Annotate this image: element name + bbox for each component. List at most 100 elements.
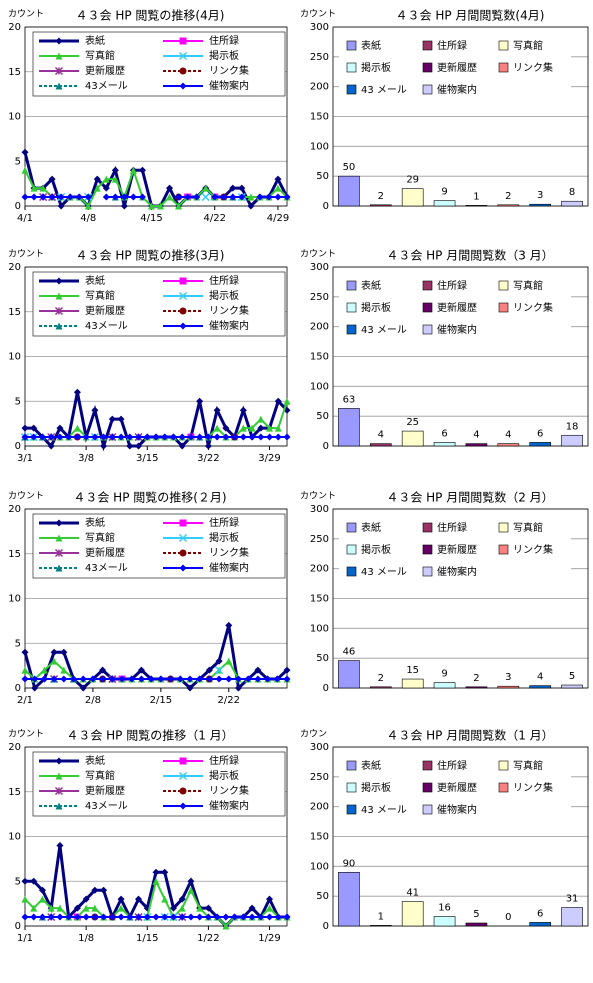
legend-label: 更新履歴 [437, 781, 477, 794]
point [234, 675, 242, 683]
y-tick-label: 200 [310, 802, 329, 813]
legend-swatch [346, 302, 357, 313]
point [21, 433, 29, 441]
legend-box [339, 35, 571, 105]
point [169, 433, 177, 441]
legend-label: 住所録 [209, 274, 239, 287]
legend-marker [54, 66, 64, 76]
bar [497, 204, 520, 207]
point [274, 424, 282, 432]
bar [338, 408, 360, 447]
point [225, 675, 233, 683]
point [225, 657, 233, 665]
bar [529, 922, 552, 927]
point [50, 648, 58, 656]
y-tick-label: 50 [316, 891, 329, 902]
legend-label: 表紙 [361, 521, 381, 534]
y-tick-label: 0 [15, 683, 21, 694]
point [147, 202, 155, 210]
legend-label: 表紙 [361, 39, 381, 52]
point [93, 175, 101, 183]
point [117, 913, 125, 921]
legend-marker [179, 787, 187, 795]
point [75, 193, 83, 201]
chart-title: ４３会 HP 閲覧の推移(3月) [76, 249, 225, 263]
legend-label: 掲示板 [361, 301, 391, 314]
bar [529, 203, 552, 207]
point [56, 904, 64, 912]
point [257, 424, 265, 432]
point [247, 193, 255, 201]
value-label: 5 [473, 909, 479, 920]
legend-label: 表紙 [361, 759, 381, 772]
legend-label: リンク集 [209, 64, 249, 77]
point [175, 202, 183, 210]
y-tick-label: 5 [15, 876, 21, 887]
y-tick-label: 200 [310, 322, 329, 333]
point [204, 904, 212, 912]
point [91, 886, 99, 894]
legend-label: 催物案内 [437, 565, 477, 578]
point [274, 184, 282, 192]
y-tick-label: 15 [8, 307, 21, 318]
legend-label: 掲示板 [361, 543, 391, 556]
legend-box [339, 517, 571, 587]
legend-marker [55, 757, 63, 765]
legend-swatch [422, 40, 433, 51]
y-tick-label: 150 [310, 112, 329, 123]
point [187, 913, 195, 921]
legend-label: 掲示板 [361, 61, 391, 74]
legend-label: 催物案内 [437, 803, 477, 816]
point [38, 433, 46, 441]
legend-swatch [346, 522, 357, 533]
point [120, 202, 128, 210]
legend-label: 写真館 [85, 769, 115, 782]
legend-marker [179, 549, 187, 557]
point [73, 424, 81, 432]
legend-marker [54, 548, 64, 558]
point [176, 675, 184, 683]
point [57, 193, 65, 201]
point [213, 406, 221, 414]
point [111, 166, 119, 174]
point [135, 433, 143, 441]
point [56, 841, 64, 849]
value-label: 9 [441, 669, 447, 680]
y-tick-label: 100 [310, 141, 329, 152]
bar [369, 443, 392, 447]
point [213, 424, 221, 432]
legend-label: 催物案内 [437, 83, 477, 96]
legend-marker [55, 564, 63, 572]
point [274, 193, 282, 201]
x-tick-label: 3/1 [17, 453, 33, 464]
legend-marker [178, 771, 188, 781]
point [229, 193, 237, 201]
y-axis-label: カウント [300, 491, 336, 502]
chart-title: ４３会 HP 閲覧の推移（1 月） [66, 729, 233, 743]
bar [561, 434, 583, 447]
value-label: 31 [566, 894, 579, 905]
point [234, 684, 242, 692]
legend-marker [179, 37, 187, 45]
y-tick-label: 150 [310, 352, 329, 363]
point [91, 904, 99, 912]
legend-label: 写真館 [513, 759, 543, 772]
point [152, 877, 160, 885]
legend-label: 写真館 [513, 39, 543, 52]
point [102, 193, 110, 201]
x-tick-label: 4/8 [80, 213, 96, 224]
x-tick-label: 4/22 [203, 213, 225, 224]
point [178, 913, 186, 921]
legend-swatch [346, 84, 357, 95]
point [138, 166, 146, 174]
point [161, 895, 169, 903]
legend-swatch [422, 760, 433, 771]
point [100, 913, 108, 921]
point [152, 868, 160, 876]
y-tick-label: 10 [8, 112, 21, 123]
legend-label: 住所録 [437, 279, 467, 292]
bar [497, 685, 520, 689]
legend-label: 更新履歴 [437, 543, 477, 556]
point [273, 675, 281, 683]
x-tick-label: 2/15 [150, 695, 172, 706]
